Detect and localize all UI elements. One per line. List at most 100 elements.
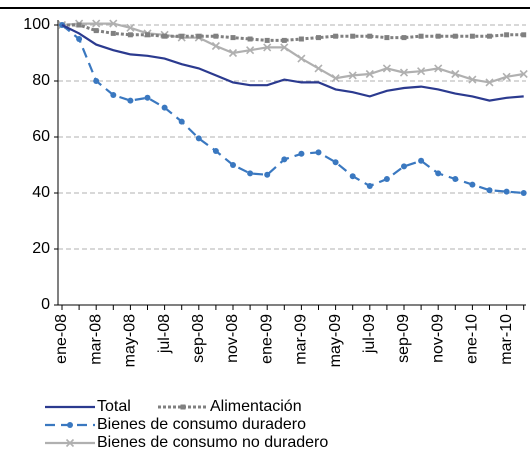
- point: [383, 176, 390, 182]
- point: [417, 67, 426, 76]
- x-tick-label: may-09: [327, 314, 344, 367]
- point: [263, 43, 272, 52]
- point: [230, 162, 236, 168]
- x-tick-label: ene-10: [464, 314, 481, 364]
- point: [93, 78, 100, 84]
- point: [161, 104, 168, 111]
- legend-marker: [180, 404, 186, 410]
- point: [485, 78, 494, 87]
- legend-label: Alimentación: [210, 398, 302, 415]
- y-tick-label: 60: [32, 128, 50, 145]
- series-line: [62, 23, 524, 42]
- point: [367, 33, 373, 39]
- point: [418, 157, 425, 164]
- point: [487, 33, 492, 39]
- point: [401, 35, 407, 41]
- point: [247, 36, 253, 42]
- x-tick-label: nov-08: [224, 314, 241, 363]
- x-tick-label: may-08: [122, 314, 139, 367]
- point: [469, 181, 476, 188]
- point: [382, 64, 391, 73]
- point: [110, 92, 117, 98]
- point: [365, 69, 374, 79]
- point: [401, 163, 407, 170]
- x-tick-label: ene-09: [258, 314, 275, 364]
- point: [452, 176, 459, 182]
- point: [503, 188, 510, 195]
- point: [247, 170, 254, 177]
- x-tick-label: mar-10: [498, 314, 515, 365]
- point: [93, 28, 99, 34]
- x-tick-label: jul-08: [156, 314, 173, 354]
- point: [230, 35, 236, 41]
- point: [298, 36, 304, 42]
- point: [452, 33, 458, 39]
- point: [127, 97, 134, 104]
- x-tick-label: jul-09: [361, 314, 378, 354]
- y-tick-label: 40: [32, 184, 50, 201]
- y-tick-label: 80: [32, 72, 50, 89]
- x-tick-label: mar-08: [87, 314, 104, 365]
- point: [315, 149, 322, 156]
- point: [228, 48, 238, 58]
- legend-label: Bienes de consumo no duradero: [97, 434, 328, 451]
- point: [519, 69, 528, 79]
- point: [333, 33, 339, 39]
- point: [211, 41, 220, 51]
- point: [76, 22, 82, 28]
- point: [520, 190, 527, 196]
- point: [264, 171, 271, 178]
- point: [246, 46, 255, 55]
- point: [316, 35, 321, 41]
- legend-marker-shape: [67, 422, 73, 428]
- legend-label: Total: [97, 398, 131, 415]
- point: [281, 37, 287, 43]
- point: [350, 33, 356, 39]
- point: [434, 64, 443, 73]
- point: [179, 33, 185, 39]
- point: [435, 33, 441, 39]
- point: [451, 69, 460, 79]
- point: [298, 150, 305, 157]
- point: [504, 32, 510, 38]
- point: [418, 33, 424, 39]
- legend-marker-shape: [180, 404, 186, 410]
- point: [366, 183, 373, 189]
- point: [178, 118, 185, 125]
- legend-label: Bienes de consumo duradero: [97, 416, 306, 433]
- point: [280, 43, 289, 52]
- point: [349, 173, 356, 180]
- point: [399, 68, 409, 77]
- legend-marker-shape: [65, 438, 75, 448]
- point: [486, 187, 493, 194]
- series-line: [61, 24, 524, 195]
- point: [110, 30, 116, 36]
- point: [126, 23, 135, 32]
- point: [92, 19, 101, 28]
- point: [281, 156, 288, 163]
- point: [469, 33, 475, 39]
- point: [109, 19, 118, 28]
- x-tick-label: nov-09: [429, 314, 446, 363]
- x-tick-label: sep-08: [190, 314, 207, 363]
- point: [144, 94, 151, 101]
- point: [468, 75, 477, 84]
- x-tick-label: mar-09: [293, 314, 310, 365]
- series-line: [61, 22, 524, 84]
- point: [314, 64, 323, 73]
- point: [127, 32, 133, 38]
- point: [145, 32, 150, 38]
- legend-marker: [67, 422, 73, 428]
- point: [502, 72, 511, 81]
- point: [213, 33, 219, 39]
- point: [195, 135, 202, 142]
- y-tick-label: 20: [32, 240, 50, 257]
- point: [264, 37, 270, 43]
- legend-marker: [65, 438, 75, 448]
- series-line: [61, 24, 524, 102]
- point: [332, 159, 339, 166]
- point: [162, 33, 168, 39]
- point: [212, 148, 219, 154]
- point: [435, 170, 442, 177]
